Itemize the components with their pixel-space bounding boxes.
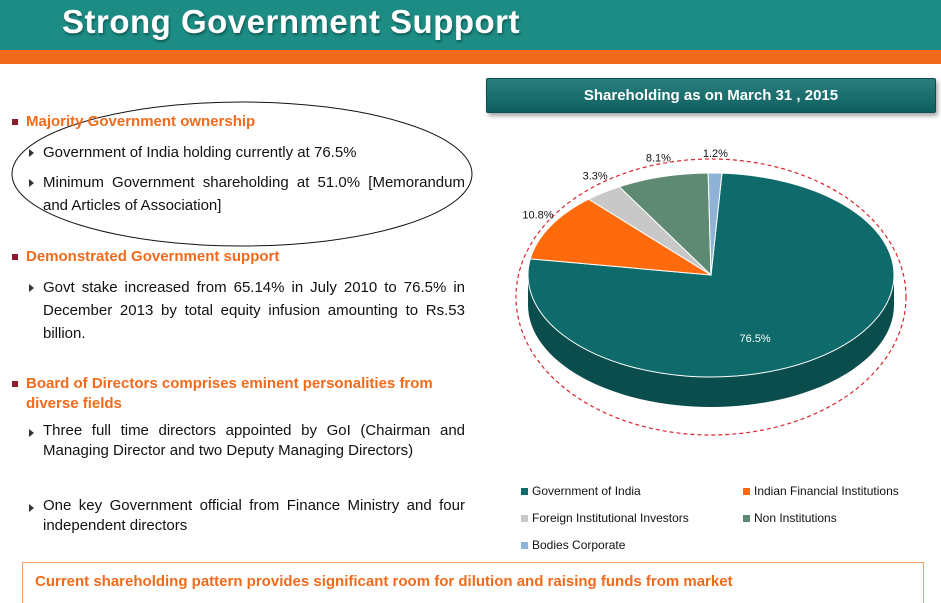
section-bullet-icon xyxy=(12,119,18,125)
point-stake-increase: Govt stake increased from 65.14% in July… xyxy=(43,279,465,342)
section-title-board: Board of Directors comprises eminent per… xyxy=(26,375,433,412)
chart-title-banner: Shareholding as on March 31 , 2015 xyxy=(486,78,936,113)
legend-label: Foreign Institutional Investors xyxy=(532,511,689,525)
dashed-ring xyxy=(515,158,907,436)
legend-item-fii: Foreign Institutional Investors xyxy=(521,511,689,525)
pie-label-3: 8.1% xyxy=(646,152,671,164)
pie-side-0 xyxy=(528,275,894,407)
shareholding-pie-chart: 76.5% 10.8% 3.3% 8.1% 1.2% xyxy=(515,148,907,436)
arrow-bullet-icon xyxy=(29,179,34,187)
pie-slice-3 xyxy=(618,172,712,277)
section-bullet-icon xyxy=(12,254,18,260)
legend-label: Indian Financial Institutions xyxy=(754,484,899,498)
legend-swatch xyxy=(743,514,750,522)
legend-label: Non Institutions xyxy=(754,511,837,525)
section-bullet-icon xyxy=(12,381,18,387)
legend-swatch xyxy=(521,514,528,522)
page-title: Strong Government Support xyxy=(62,3,520,40)
legend-swatch xyxy=(743,487,750,495)
legend-label: Government of India xyxy=(532,484,641,498)
pie-label-1: 10.8% xyxy=(522,210,553,222)
arrow-bullet-icon xyxy=(29,284,34,292)
legend-item-noninst: Non Institutions xyxy=(743,511,837,525)
title-accent-stripe xyxy=(0,50,941,64)
highlight-ellipse xyxy=(11,101,473,247)
legend-swatch xyxy=(521,487,528,495)
pie-slice-4 xyxy=(707,172,723,276)
pie-label-2: 3.3% xyxy=(583,171,608,183)
legend-item-bodies: Bodies Corporate xyxy=(521,538,625,552)
point-official: One key Government official from Finance… xyxy=(43,497,465,534)
point-govt-holding: Government of India holding currently at… xyxy=(43,144,357,161)
arrow-bullet-icon xyxy=(29,504,34,512)
section-title-support: Demonstrated Government support xyxy=(26,248,280,265)
legend-item-govt: Government of India xyxy=(521,484,641,498)
pie-label-4: 1.2% xyxy=(703,148,728,160)
footer-text: Current shareholding pattern provides si… xyxy=(35,573,733,590)
legend-label: Bodies Corporate xyxy=(532,538,626,552)
pie-label-0: 76.5% xyxy=(739,333,770,345)
point-minimum-holding: Minimum Government shareholding at 51.0%… xyxy=(43,174,465,214)
pie-slice-1 xyxy=(529,198,712,276)
arrow-bullet-icon xyxy=(29,429,34,437)
arrow-bullet-icon xyxy=(29,149,34,157)
title-bar: Strong Government Support xyxy=(0,0,941,50)
point-directors: Three full time directors appointed by G… xyxy=(43,422,465,459)
section-title-ownership: Majority Government ownership xyxy=(26,113,256,130)
footer-box: Current shareholding pattern provides si… xyxy=(22,562,924,603)
legend-swatch xyxy=(521,541,528,549)
legend-item-fin: Indian Financial Institutions xyxy=(743,484,899,498)
